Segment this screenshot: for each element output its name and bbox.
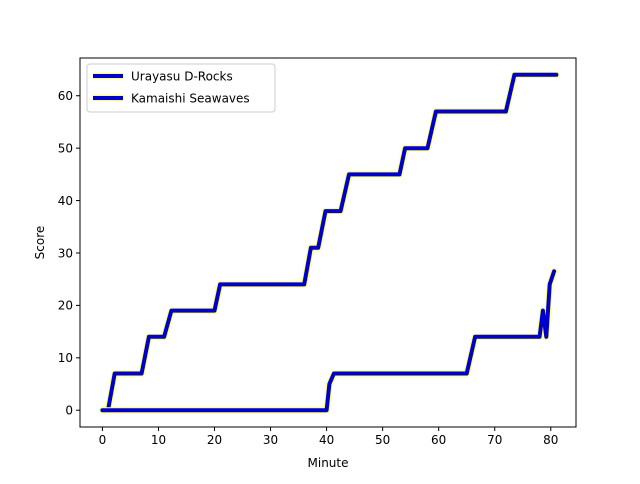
x-tick-label: 30 bbox=[263, 433, 278, 447]
y-tick-label: 50 bbox=[58, 141, 73, 155]
y-tick-label: 0 bbox=[65, 404, 73, 418]
y-tick-label: 40 bbox=[58, 194, 73, 208]
x-tick-label: 70 bbox=[487, 433, 502, 447]
legend-label-urayasu: Urayasu D-Rocks bbox=[131, 70, 233, 84]
y-tick-label: 60 bbox=[58, 89, 73, 103]
y-axis-label: Score bbox=[33, 226, 47, 260]
x-tick-label: 50 bbox=[375, 433, 390, 447]
x-axis-ticks: 0 10 20 30 40 50 60 70 80 bbox=[99, 427, 558, 447]
x-tick-label: 10 bbox=[151, 433, 166, 447]
legend: Urayasu D-Rocks Kamaishi Seawaves bbox=[86, 63, 276, 113]
legend-label-kamaishi: Kamaishi Seawaves bbox=[131, 92, 250, 106]
x-tick-label: 40 bbox=[319, 433, 334, 447]
y-tick-label: 30 bbox=[58, 246, 73, 260]
series-line-urayasu bbox=[100, 72, 559, 413]
y-tick-label: 10 bbox=[58, 351, 73, 365]
x-tick-label: 20 bbox=[207, 433, 222, 447]
y-axis-ticks: 0 10 20 30 40 50 60 bbox=[58, 89, 80, 418]
x-tick-label: 0 bbox=[99, 433, 107, 447]
series-line-kamaishi bbox=[100, 269, 557, 413]
plot-frame bbox=[79, 57, 577, 428]
x-tick-label: 80 bbox=[543, 433, 558, 447]
x-tick-label: 60 bbox=[431, 433, 446, 447]
y-tick-label: 20 bbox=[58, 299, 73, 313]
legend-box bbox=[86, 63, 276, 113]
x-axis-label: Minute bbox=[308, 456, 349, 470]
series-layer bbox=[99, 71, 560, 414]
